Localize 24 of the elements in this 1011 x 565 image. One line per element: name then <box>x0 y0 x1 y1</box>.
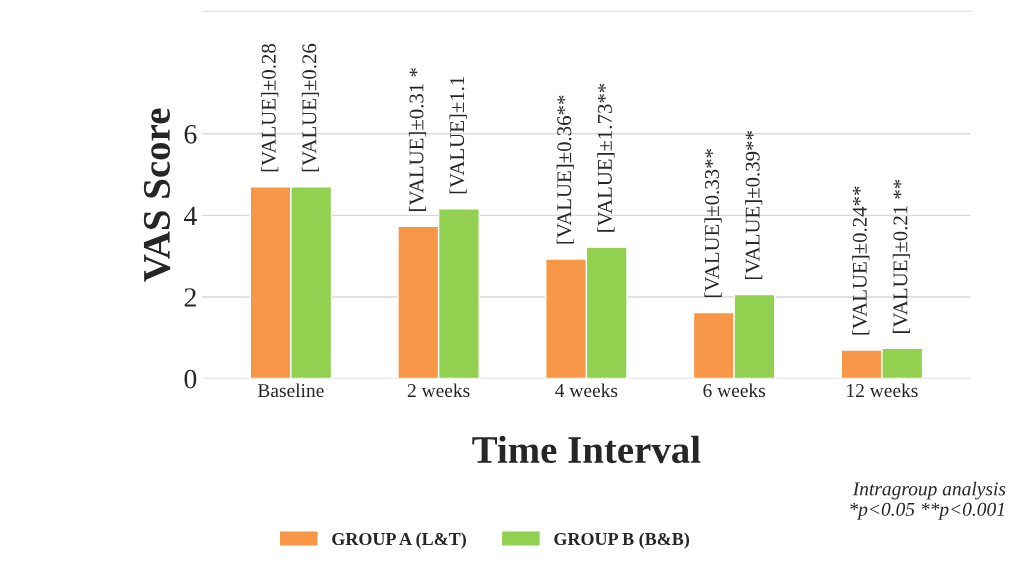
annotation: [VALUE]±0.36** <box>556 95 574 244</box>
y-tick-label: 4 <box>183 206 197 225</box>
annotation: [VALUE]±0.21 ** <box>892 179 911 333</box>
annotation: [VALUE]±0.26 <box>301 43 319 172</box>
annotation: [VALUE]±0.39** <box>745 131 763 280</box>
x-tick-label: Baseline <box>257 383 324 398</box>
annotation: [VALUE]±0.28 <box>261 44 279 172</box>
legend-label: GROUP B (B&B) <box>554 532 690 549</box>
x-tick-label: 6 weeks <box>703 383 766 398</box>
annotation: [VALUE]±1.73** <box>597 83 615 232</box>
annotation: [VALUE]±0.24** <box>852 186 870 335</box>
annotation: [VALUE]±0.31 * <box>408 68 427 211</box>
y-tick-label: 0 <box>184 369 197 389</box>
text: Intragroup analysis *p<0.05 **p<0.001 <box>850 481 1006 520</box>
legend-label: GROUP A (L&T) <box>332 532 466 549</box>
x-tick-label: 12 weeks <box>847 383 918 398</box>
x-axis-title: Time Interval <box>472 435 701 464</box>
x-tick-label: 2 weeks <box>407 383 470 398</box>
annotation: [VALUE]±0.33** <box>704 149 722 298</box>
y-tick-label: 6 <box>184 124 197 144</box>
y-axis-title: VAS Score <box>143 108 171 282</box>
y-tick-label: 2 <box>184 288 196 307</box>
annotation: [VALUE]±1.1 <box>449 76 467 194</box>
x-tick-label: 4 weeks <box>555 383 618 398</box>
